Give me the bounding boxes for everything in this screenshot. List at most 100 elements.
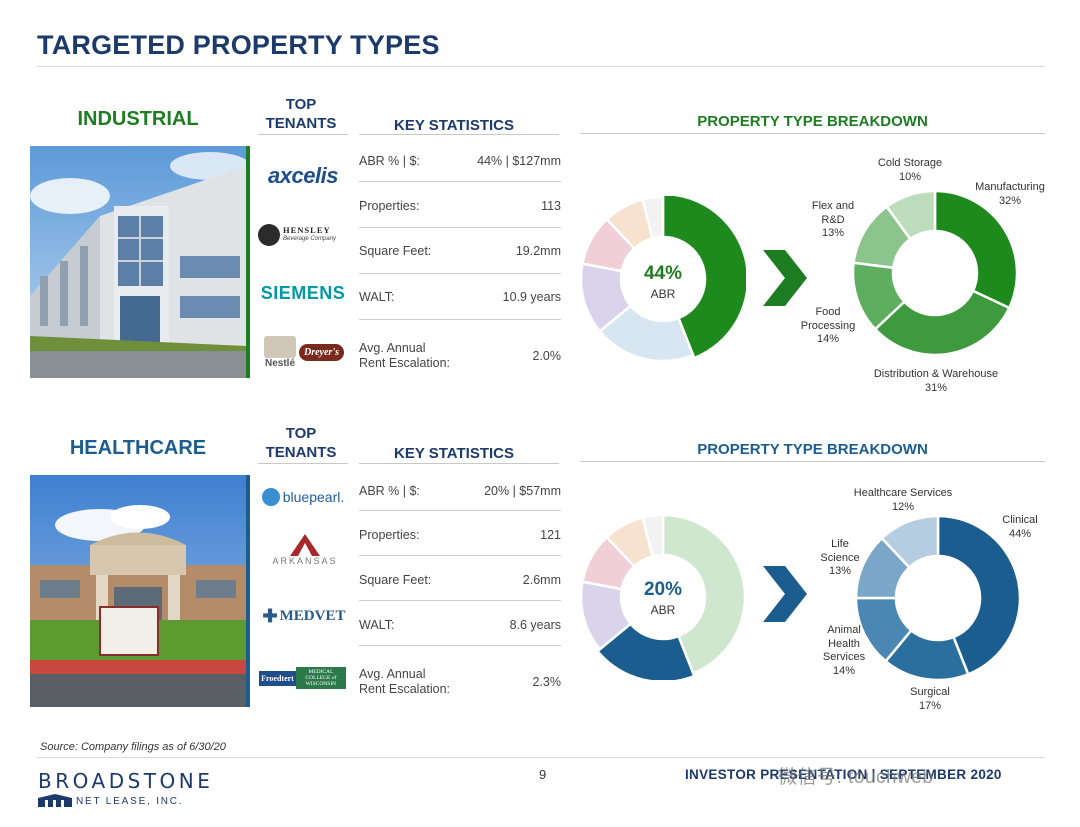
label-distribution-warehouse: Distribution & Warehouse 31% — [873, 368, 999, 394]
industrial-abr-pct: 44% — [643, 263, 683, 284]
tenants-heading-top: TOP — [285, 96, 317, 113]
tenants-heading-top: TOP — [285, 425, 317, 442]
stat-label-line2: Rent Escalation: — [359, 356, 451, 370]
healthcare-tenants-heading: TOP TENANTS — [258, 424, 344, 462]
hensley-emblem-icon — [258, 224, 280, 246]
stat-divider — [359, 273, 561, 274]
label-flex-rd: Flex and R&D 13% — [811, 200, 855, 239]
stat-value: 2.0% — [532, 349, 562, 363]
tenants-divider — [258, 134, 348, 135]
stat-value: 2.6mm — [522, 573, 561, 587]
source-note: Source: Company filings as of 6/30/20 — [40, 741, 226, 753]
stat-label: Properties: — [359, 199, 420, 213]
industrial-accent-bar — [246, 146, 250, 378]
healthcare-abr-slice-5 — [641, 514, 665, 558]
label-healthcare-services: Healthcare Services 12% — [853, 487, 953, 513]
bluepearl-pearl-icon — [261, 488, 280, 506]
stat-label: WALT: — [359, 618, 395, 632]
brand-sub: NET LEASE, INC. — [76, 796, 184, 807]
axcelis-logo: axcelis — [268, 163, 338, 188]
industrial-stat-escalation: Avg. Annual Rent Escalation: 2.0% — [359, 340, 561, 372]
tenants-divider — [258, 463, 348, 464]
stat-label: Properties: — [359, 528, 420, 542]
stats-divider — [359, 134, 559, 135]
nestle-nest-icon — [264, 335, 296, 358]
stat-value: 2.3% — [532, 675, 562, 689]
stats-divider — [359, 463, 559, 464]
stat-label: Square Feet: — [359, 573, 432, 587]
stat-label: Square Feet: — [359, 244, 432, 258]
industrial-abr-donut — [580, 196, 746, 362]
healthcare-photo — [30, 475, 246, 707]
stat-label: Avg. Annual — [359, 341, 426, 355]
healthcare-type-slice-0 — [936, 515, 1021, 676]
label-clinical: Clinical 44% — [1002, 514, 1038, 540]
breakdown-divider — [580, 133, 1045, 134]
stat-divider — [359, 319, 561, 320]
label-surgical: Surgical 17% — [910, 686, 950, 712]
industrial-type-slice-0 — [933, 190, 1018, 310]
stat-divider — [359, 600, 561, 601]
industrial-stats-heading: KEY STATISTICS — [393, 117, 514, 134]
industrial-breakdown-title: PROPERTY TYPE BREAKDOWN — [697, 113, 928, 130]
healthcare-breakdown-title: PROPERTY TYPE BREAKDOWN — [697, 441, 928, 458]
industrial-tenants-heading: TOP TENANTS — [258, 95, 344, 133]
arkansas-logo: ARKANSAS — [262, 530, 348, 570]
stat-divider — [359, 645, 561, 646]
stat-value: 121 — [540, 528, 561, 542]
watermark: 微信号: touchweb — [778, 767, 934, 788]
bluepearl-logo: bluepearl. — [258, 484, 348, 510]
healthcare-accent-bar — [246, 475, 250, 707]
healthcare-abr-pct: 20% — [643, 579, 683, 600]
tenants-heading-bottom: TENANTS — [265, 444, 337, 461]
label-animal-health: Animal Health Services 14% — [822, 624, 866, 677]
page-title: TARGETED PROPERTY TYPES — [37, 30, 440, 60]
stat-label: ABR % | $: — [359, 484, 420, 498]
healthcare-arrow-icon — [763, 566, 807, 622]
industrial-abr-slice-5 — [641, 196, 665, 240]
healthcare-stat-walt: WALT: 8.6 years — [359, 616, 561, 634]
brand-name: BROADSTONE — [38, 769, 214, 793]
stat-value: 20% | $57mm — [484, 484, 561, 498]
healthcare-type-slice-4 — [880, 515, 940, 570]
medvet-cross-icon: ✚ — [262, 605, 278, 626]
stat-value: 10.9 years — [502, 290, 561, 304]
industrial-abr-label: ABR — [650, 287, 676, 301]
footer-presentation-label: INVESTOR PRESENTATION | SEPTEMBER 2020 — [685, 767, 1002, 782]
industrial-stat-abr: ABR % | $: 44% | $127mm — [359, 152, 561, 170]
siemens-logo: SIEMENS — [260, 282, 346, 303]
stat-divider — [359, 555, 561, 556]
healthcare-abr-slice-1 — [595, 622, 696, 680]
industrial-type-donut — [852, 190, 1018, 356]
industrial-stat-properties: Properties: 113 — [359, 197, 561, 215]
industrial-type-slice-1 — [873, 289, 1011, 356]
healthcare-stat-abr: ABR % | $: 20% | $57mm — [359, 482, 561, 500]
hensley-logo: HENSLEY Beverage Company — [258, 220, 348, 250]
stat-value: 113 — [541, 199, 561, 213]
stat-value: 8.6 years — [509, 618, 561, 632]
healthcare-label: HEALTHCARE — [69, 437, 207, 459]
industrial-arrow-icon — [763, 250, 807, 306]
breakdown-divider — [580, 461, 1045, 462]
healthcare-abr-label: ABR — [650, 603, 676, 617]
stat-divider — [359, 227, 561, 228]
stat-label: ABR % | $: — [359, 154, 420, 168]
stat-label: WALT: — [359, 290, 395, 304]
healthcare-stat-sqft: Square Feet: 2.6mm — [359, 571, 561, 589]
industrial-stat-walt: WALT: 10.9 years — [359, 288, 561, 306]
stat-value: 19.2mm — [515, 244, 561, 258]
stat-value: 44% | $127mm — [477, 154, 561, 168]
stat-divider — [359, 510, 561, 511]
label-manufacturing: Manufacturing 32% — [975, 181, 1045, 207]
footer-divider — [37, 757, 1045, 758]
industrial-label: INDUSTRIAL — [77, 108, 199, 130]
label-food-processing: Food Processing 14% — [800, 306, 856, 345]
industrial-abr-slice-0 — [661, 196, 746, 360]
stat-label-line2: Rent Escalation: — [359, 682, 451, 696]
industrial-stat-sqft: Square Feet: 19.2mm — [359, 242, 561, 260]
label-life-science: Life Science 13% — [820, 538, 860, 577]
medvet-logo: ✚ MEDVET — [262, 605, 346, 626]
label-cold-storage: Cold Storage 10% — [877, 157, 943, 183]
healthcare-stat-properties: Properties: 121 — [359, 526, 561, 544]
arkansas-mountain-icon — [290, 534, 320, 556]
